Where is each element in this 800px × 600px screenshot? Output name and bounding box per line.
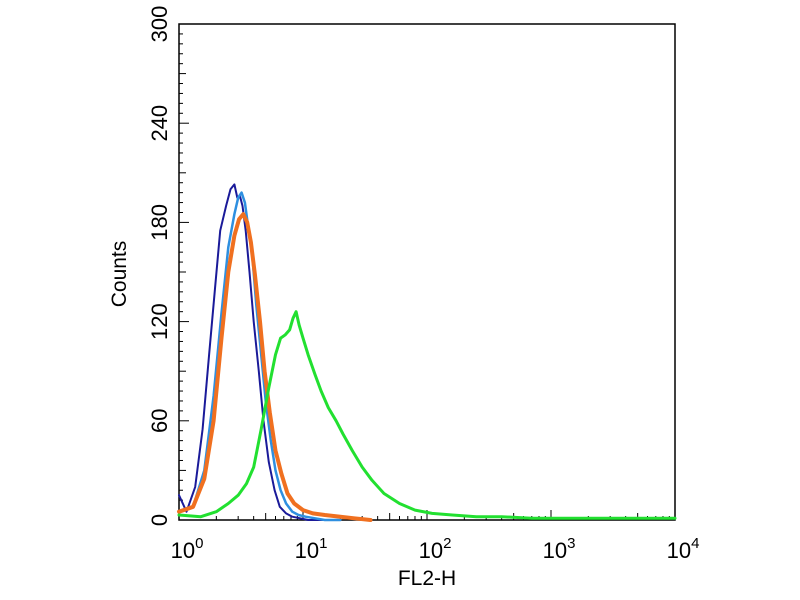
y-axis-label: Counts bbox=[108, 241, 131, 308]
y-tick-labels: 0 60 120 180 240 300 bbox=[147, 6, 172, 526]
x-tick-label: 104 bbox=[667, 535, 700, 563]
series-line-2 bbox=[177, 191, 342, 522]
x-tick-label: 103 bbox=[543, 535, 576, 563]
x-tick-label: 100 bbox=[171, 535, 204, 563]
series-line-3 bbox=[177, 212, 373, 522]
y-tick-label: 60 bbox=[147, 409, 172, 433]
series-group bbox=[177, 183, 677, 522]
y-tick-label: 300 bbox=[147, 6, 172, 43]
y-tick-label: 0 bbox=[147, 514, 172, 526]
y-tick-label: 180 bbox=[147, 204, 172, 241]
y-tick-label: 120 bbox=[147, 303, 172, 340]
y-tick-label: 240 bbox=[147, 105, 172, 142]
series-line-4 bbox=[177, 310, 677, 520]
x-tick-label: 102 bbox=[419, 535, 452, 563]
x-tick-labels: 100 101 102 103 104 bbox=[171, 535, 700, 563]
x-tick-label: 101 bbox=[295, 535, 328, 563]
x-axis-label: FL2-H bbox=[398, 567, 456, 590]
y-minor-ticks bbox=[179, 23, 189, 521]
series-line-1 bbox=[178, 183, 330, 521]
